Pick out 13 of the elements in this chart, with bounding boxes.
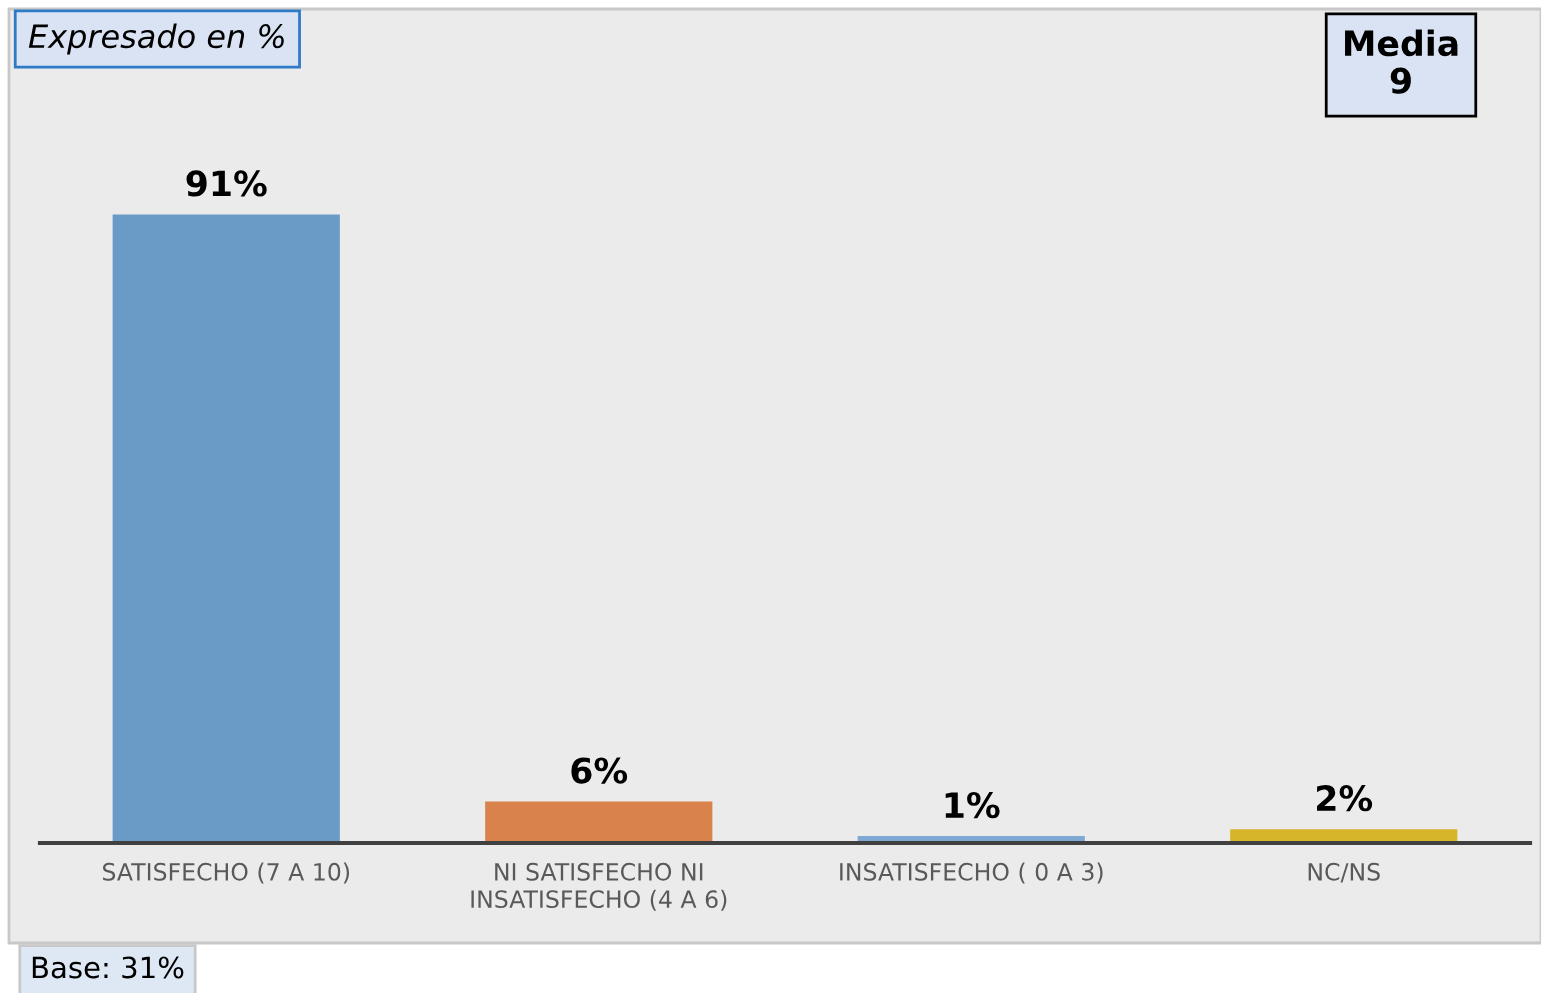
x-tick-label: NI SATISFECHO NI INSATISFECHO (4 A 6) — [471, 862, 727, 911]
x-tick-label: NC/NS — [1308, 862, 1380, 883]
bar — [112, 214, 340, 843]
data-label: 1% — [945, 791, 1000, 819]
x-tick-label: INSATISFECHO ( 0 A 3) — [840, 862, 1103, 884]
data-label: 2% — [1317, 785, 1373, 812]
x-tick-label: SATISFECHO (7 A 10) — [103, 862, 350, 884]
data-label: 91% — [186, 170, 267, 197]
bar — [485, 801, 713, 843]
text: Base: 31% — [32, 956, 184, 979]
data-label: 6% — [571, 757, 628, 784]
text: Expresado en % — [28, 23, 284, 55]
text: Media 9 — [1345, 29, 1458, 94]
